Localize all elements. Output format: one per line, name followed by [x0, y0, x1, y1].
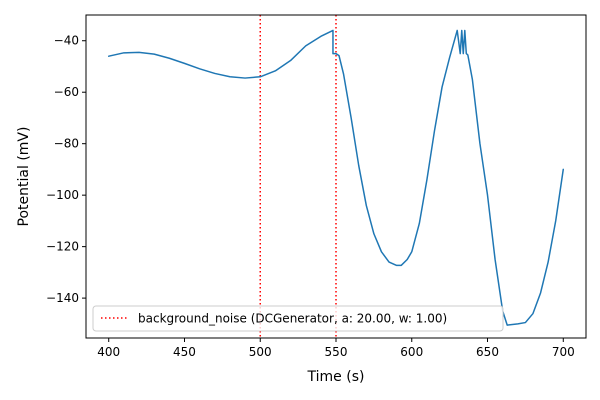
y-tick-label: −140: [46, 291, 79, 305]
x-tick-label: 700: [552, 345, 575, 359]
x-tick-label: 400: [97, 345, 120, 359]
legend: background_noise (DCGenerator, a: 20.00,…: [92, 305, 504, 332]
y-tick-label: −40: [54, 34, 79, 48]
axis-ticks: 400 450 500 550 600 650 700 −140 −120 −100 −80 −60 −…: [46, 34, 575, 359]
y-axis-label: Potential (mV): [16, 127, 32, 227]
legend-label: background_noise (DCGenerator, a: 20.00,…: [138, 312, 447, 326]
plot-area: [107, 15, 565, 338]
legend-box: [92, 305, 504, 332]
x-tick-label: 550: [325, 345, 348, 359]
x-tick-label: 650: [476, 345, 499, 359]
x-tick-label: 600: [400, 345, 423, 359]
y-tick-label: −120: [46, 240, 79, 254]
series-line-1: [107, 29, 565, 326]
y-tick-label: −60: [54, 85, 79, 99]
x-axis-label: Time (s): [307, 369, 365, 385]
y-tick-label: −100: [46, 188, 79, 202]
x-tick-label: 500: [249, 345, 272, 359]
x-tick-label: 450: [173, 345, 196, 359]
y-tick-label: −80: [54, 137, 79, 151]
